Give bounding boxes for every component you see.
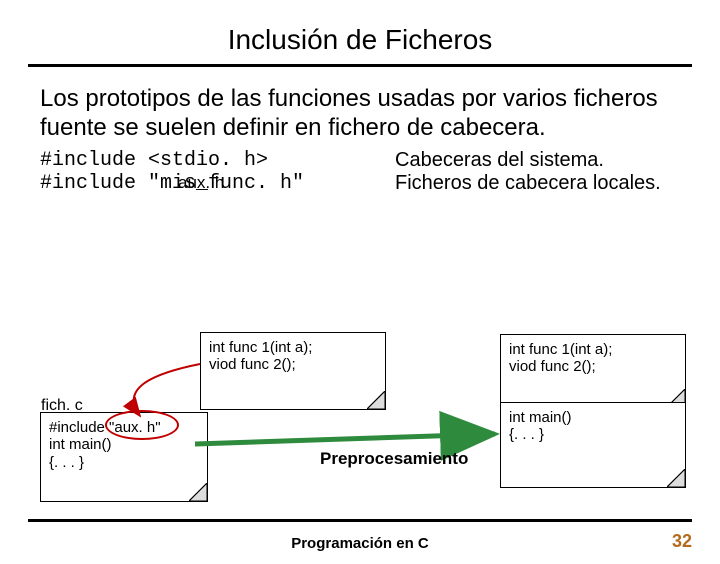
page-number: 32	[672, 531, 692, 552]
red-arrow	[134, 364, 200, 416]
green-arrow	[195, 434, 495, 444]
preprocess-label: Preprocesamiento	[320, 449, 468, 469]
footer-line	[28, 519, 692, 522]
footer-text: Programación en C	[0, 535, 720, 552]
arrows-layer	[0, 24, 720, 564]
